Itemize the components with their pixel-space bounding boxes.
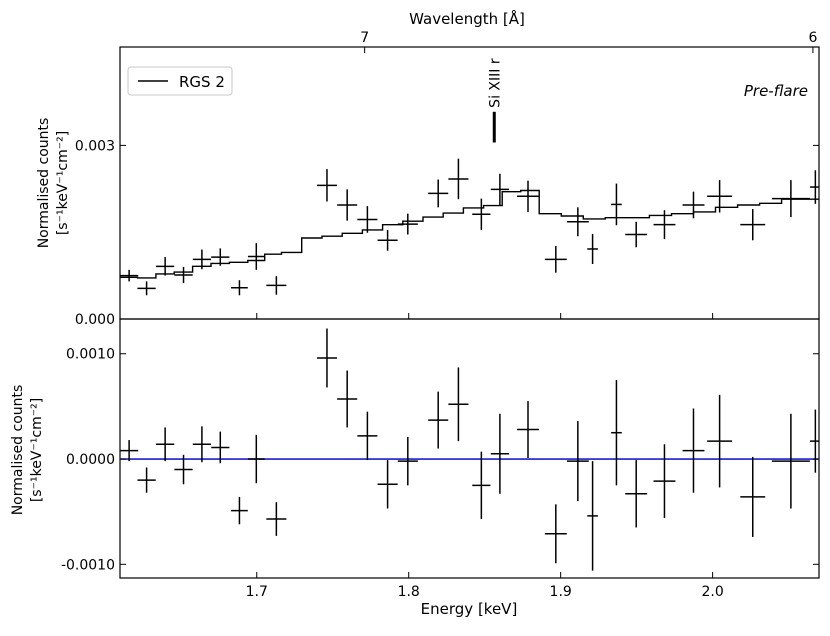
data-point — [448, 367, 469, 442]
top-axis-label: Wavelength [Å] — [409, 9, 525, 28]
data-point — [120, 440, 139, 462]
x-tick-label: 1.9 — [550, 584, 572, 600]
data-point — [740, 456, 766, 537]
data-point — [566, 207, 589, 237]
bottom-y-label-line1: Normalised counts — [10, 385, 26, 516]
data-point — [247, 434, 265, 484]
pre-flare-annotation: Pre-flare — [744, 82, 808, 100]
x-tick-label: 2.0 — [701, 584, 723, 600]
data-point — [156, 427, 175, 462]
data-point — [266, 276, 287, 295]
data-point — [337, 370, 358, 428]
data-point — [316, 328, 337, 388]
data-point — [653, 444, 676, 518]
y-tick-label: 0.000 — [75, 312, 115, 328]
x-axis-ticks: 1.7 1.8 1.9 2.0 — [246, 313, 724, 600]
data-point — [357, 411, 378, 461]
data-point — [357, 206, 378, 233]
model-step-line — [120, 189, 819, 279]
data-point — [247, 243, 265, 270]
data-point — [517, 180, 539, 212]
data-point — [625, 221, 648, 248]
data-point — [587, 461, 598, 571]
data-point — [611, 183, 622, 226]
y-tick-label: 0.0010 — [66, 347, 115, 363]
data-point — [682, 191, 705, 219]
data-point — [682, 408, 705, 493]
top-y-label: Normalised counts [s⁻¹keV⁻¹cm⁻²] — [36, 118, 71, 249]
data-point — [397, 213, 418, 235]
top-panel-y-ticks: 0.000 0.003 — [75, 138, 819, 328]
y-tick-label: -0.0010 — [61, 557, 115, 573]
data-point — [377, 229, 398, 251]
data-point — [448, 158, 469, 200]
top-axis-tick-label: 6 — [808, 30, 817, 46]
data-point — [120, 269, 139, 282]
data-point — [472, 198, 491, 230]
data-point — [653, 210, 676, 240]
data-point — [490, 173, 510, 205]
bottom-y-label: Normalised counts [s⁻¹keV⁻¹cm⁻²] — [10, 385, 45, 516]
model-step-path — [120, 189, 819, 279]
data-point — [625, 460, 648, 528]
data-point — [566, 421, 589, 502]
legend-label: RGS 2 — [179, 73, 225, 91]
data-point — [740, 209, 766, 241]
bottom-panel-frame — [119, 318, 820, 579]
data-point — [316, 169, 337, 202]
data-point — [192, 426, 212, 463]
bottom-y-label-line2: [s⁻¹keV⁻¹cm⁻²] — [29, 398, 45, 502]
data-point — [517, 401, 539, 458]
data-point — [137, 281, 156, 296]
x-tick-label: 1.8 — [398, 584, 420, 600]
data-point — [810, 409, 819, 473]
data-point — [544, 504, 567, 564]
data-point — [231, 280, 248, 296]
data-point — [137, 467, 156, 493]
y-tick-label: 0.003 — [75, 138, 115, 154]
data-point — [266, 502, 287, 536]
data-point — [211, 431, 230, 464]
x-axis-label: Energy [keV] — [421, 600, 518, 618]
data-points-top — [120, 158, 819, 296]
data-point — [397, 436, 418, 486]
legend: RGS 2 — [127, 66, 233, 96]
top-axis-tick-label: 7 — [360, 30, 369, 46]
data-point — [771, 180, 810, 218]
data-points-bottom — [120, 328, 819, 571]
line-marker-label: Si XIII r — [487, 58, 503, 108]
data-point — [707, 180, 733, 213]
top-y-label-line2: [s⁻¹keV⁻¹cm⁻²] — [55, 131, 71, 235]
y-tick-label: 0.0000 — [66, 452, 115, 468]
data-point — [810, 170, 819, 204]
top-y-label-line1: Normalised counts — [36, 118, 52, 249]
bottom-panel-y-ticks: -0.0010 0.0000 0.0010 — [61, 347, 819, 573]
data-point — [174, 454, 193, 485]
data-point — [231, 496, 248, 525]
data-point — [377, 460, 398, 509]
data-point — [192, 249, 212, 270]
data-point — [428, 179, 449, 208]
data-point — [544, 246, 567, 273]
data-point — [211, 248, 230, 266]
data-point — [472, 451, 491, 520]
legend-box — [127, 66, 233, 96]
data-point — [337, 189, 358, 221]
data-point — [174, 266, 193, 284]
data-point — [611, 380, 622, 486]
data-point — [428, 391, 449, 449]
data-point — [771, 413, 810, 509]
x-tick-label: 1.7 — [246, 584, 268, 600]
data-point — [490, 413, 510, 494]
data-point — [156, 257, 175, 276]
data-point — [707, 394, 733, 488]
si-xiii-marker: Si XIII r — [487, 58, 503, 143]
data-point — [587, 233, 598, 265]
